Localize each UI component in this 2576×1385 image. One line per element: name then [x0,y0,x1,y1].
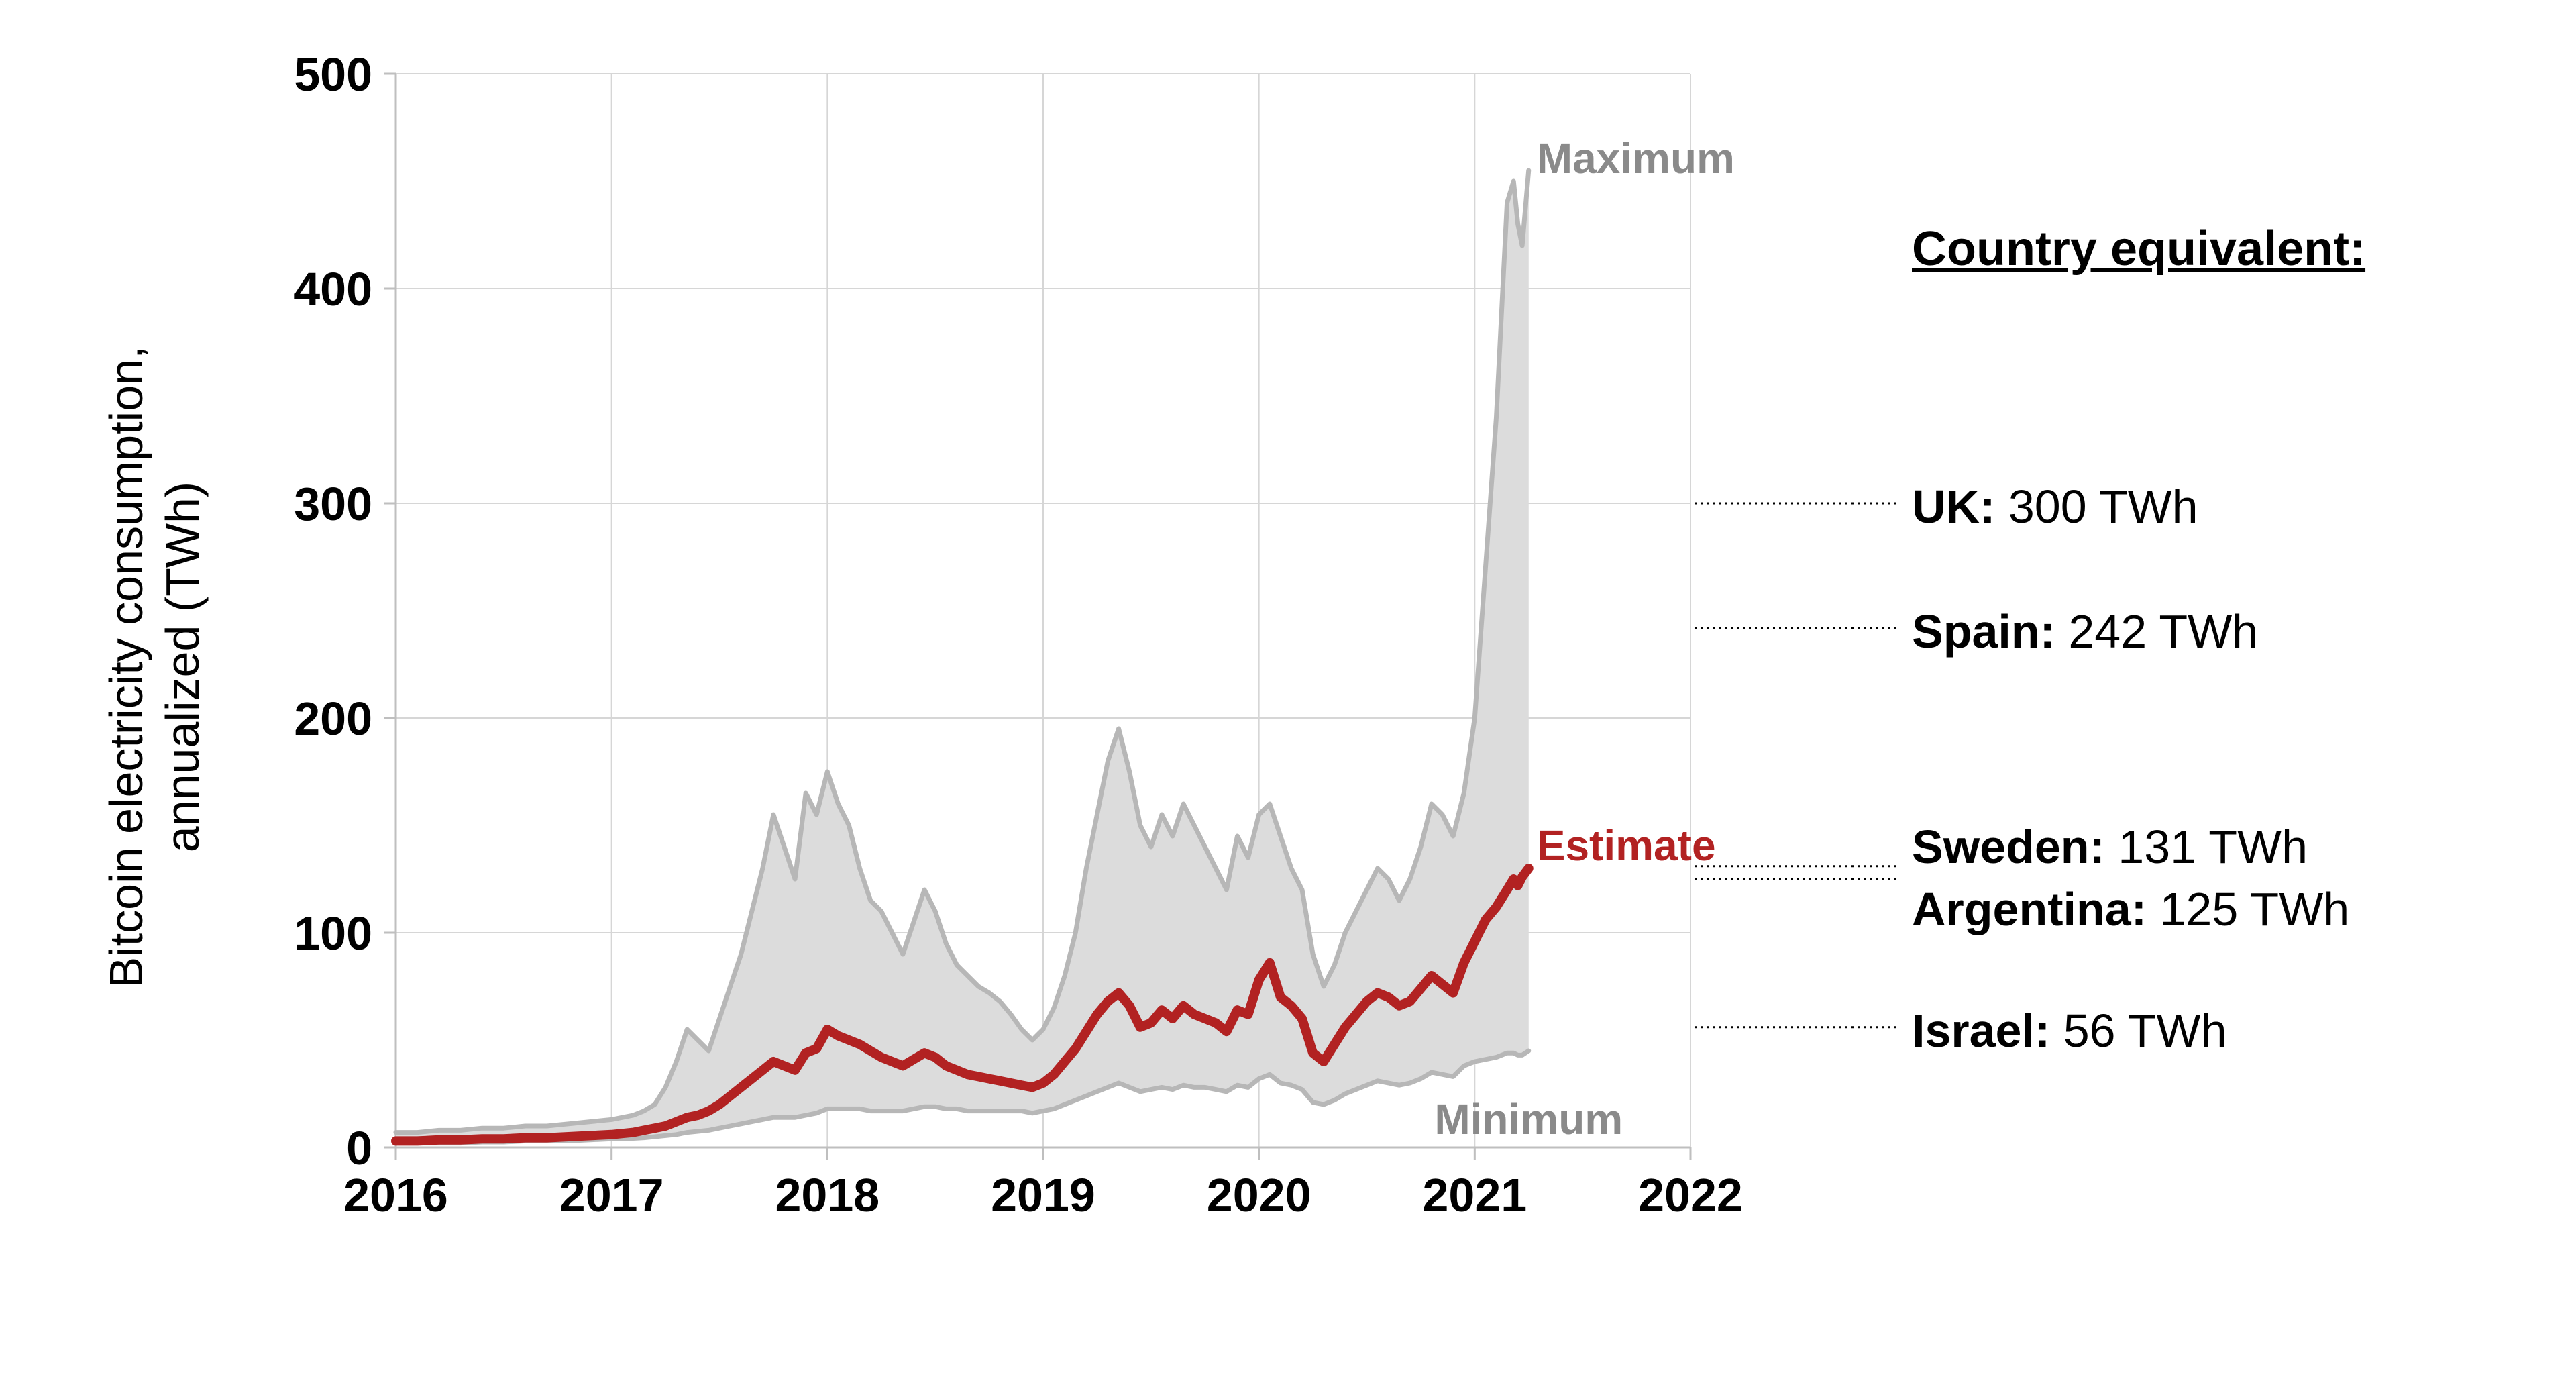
country-value: 56 TWh [2063,1005,2227,1057]
country-name: Spain: [1912,605,2068,658]
country-row: Argentina: 125 TWh [1912,882,2349,936]
y-tick-label: 200 [294,692,372,745]
chart-container: Bitcoin electricity consumption, annuali… [80,27,2496,1355]
country-equivalent-panel: Country equivalent: UK: 300 TWhSpain: 24… [1912,221,2482,303]
maximum-label: Maximum [1537,134,1735,183]
country-name: Argentina: [1912,883,2159,935]
x-tick-label: 2021 [1422,1169,1527,1221]
country-row: Sweden: 131 TWh [1912,820,2308,874]
x-tick-label: 2018 [775,1169,879,1221]
country-name: UK: [1912,480,2008,533]
y-label-line2: annualized (TWh) [156,482,209,852]
country-row: Spain: 242 TWh [1912,605,2258,658]
country-row: Israel: 56 TWh [1912,1004,2227,1058]
country-value: 300 TWh [2008,480,2198,533]
minimum-label: Minimum [1434,1095,1623,1143]
x-tick-label: 2022 [1638,1169,1743,1221]
x-tick-label: 2017 [559,1169,664,1221]
x-tick-label: 2020 [1207,1169,1311,1221]
country-value: 125 TWh [2159,883,2349,935]
y-tick-label: 100 [294,907,372,960]
y-label-line1: Bitcoin electricity consumption, [100,346,152,988]
country-equivalent-title: Country equivalent: [1912,221,2482,276]
country-value: 242 TWh [2068,605,2258,658]
y-tick-label: 500 [294,48,372,101]
y-tick-label: 0 [346,1122,372,1174]
y-tick-label: 400 [294,263,372,315]
x-tick-label: 2019 [991,1169,1095,1221]
country-row: UK: 300 TWh [1912,480,2198,533]
y-axis-label: Bitcoin electricity consumption, annuali… [98,130,211,1204]
country-value: 131 TWh [2118,821,2308,873]
x-tick-label: 2016 [343,1169,448,1221]
y-tick-label: 300 [294,478,372,530]
country-name: Israel: [1912,1005,2063,1057]
estimate-label: Estimate [1537,821,1716,870]
country-name: Sweden: [1912,821,2118,873]
